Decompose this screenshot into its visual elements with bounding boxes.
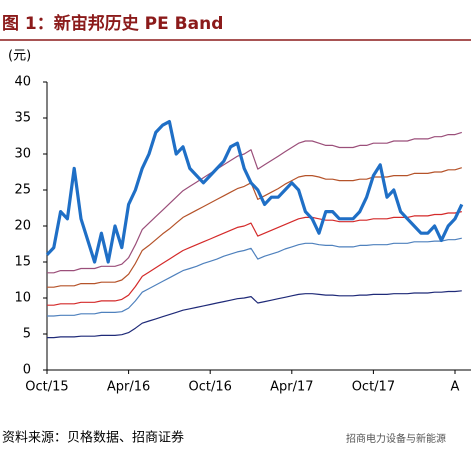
y-tick-label: 15 xyxy=(14,255,31,270)
x-tick-label: Oct/15 xyxy=(25,380,68,395)
y-tick-label: 30 xyxy=(14,147,31,162)
y-tick-label: 35 xyxy=(14,111,31,126)
source: 资料来源：贝格数据、招商证券 xyxy=(2,430,184,446)
y-tick-label: 25 xyxy=(14,183,31,198)
series-line xyxy=(47,211,462,306)
x-tick-label: Apr/17 xyxy=(270,380,313,395)
y-tick-label: 0 xyxy=(23,363,31,378)
y-tick-label: 20 xyxy=(14,219,31,234)
x-tick-label: Apr/16 xyxy=(107,380,150,395)
x-tick-label: Oct/17 xyxy=(352,380,395,395)
series-line xyxy=(47,131,462,274)
x-tick-label: Oct/16 xyxy=(188,380,231,395)
y-tick-label: 10 xyxy=(14,291,31,306)
watermark: 招商电力设备与新能源 xyxy=(346,432,446,445)
y-tick-label: 40 xyxy=(14,75,31,90)
y-axis-label: (元) xyxy=(8,49,31,64)
series-line xyxy=(47,167,462,288)
series-line xyxy=(47,290,462,339)
series-line xyxy=(47,237,462,317)
series-line xyxy=(45,119,464,264)
x-tick-label: A xyxy=(451,380,460,395)
y-tick-label: 5 xyxy=(23,327,31,342)
chart-title: 图 1：新宙邦历史 PE Band xyxy=(2,13,223,34)
